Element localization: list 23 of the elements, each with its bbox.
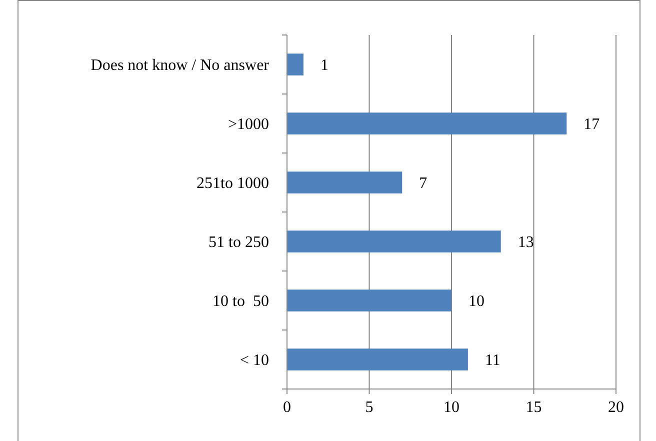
x-tick-label: 20 bbox=[608, 399, 624, 416]
bar bbox=[287, 172, 402, 194]
data-label: 10 bbox=[468, 293, 484, 310]
y-tick-label: >1000 bbox=[228, 116, 269, 134]
y-tick-label: < 10 bbox=[240, 352, 269, 370]
x-tick-label: 10 bbox=[444, 399, 460, 416]
bar bbox=[287, 54, 304, 76]
data-label: 11 bbox=[484, 352, 500, 370]
y-tick-label: 10 to 50 bbox=[212, 293, 269, 310]
bar bbox=[287, 112, 567, 134]
bar bbox=[287, 230, 501, 252]
x-tick-label: 15 bbox=[526, 399, 542, 416]
y-tick-label: 51 to 250 bbox=[208, 234, 269, 252]
y-tick-label: Does not know / No answer bbox=[90, 57, 270, 74]
x-tick-label: 0 bbox=[283, 399, 291, 416]
x-tick-label: 5 bbox=[365, 399, 374, 416]
data-label: 7 bbox=[419, 175, 428, 192]
y-tick-label: 251to 1000 bbox=[196, 175, 269, 192]
bar bbox=[287, 290, 452, 312]
data-label: 17 bbox=[584, 116, 600, 134]
data-label: 1 bbox=[320, 57, 328, 74]
bar bbox=[287, 348, 468, 370]
data-label: 13 bbox=[518, 234, 534, 252]
